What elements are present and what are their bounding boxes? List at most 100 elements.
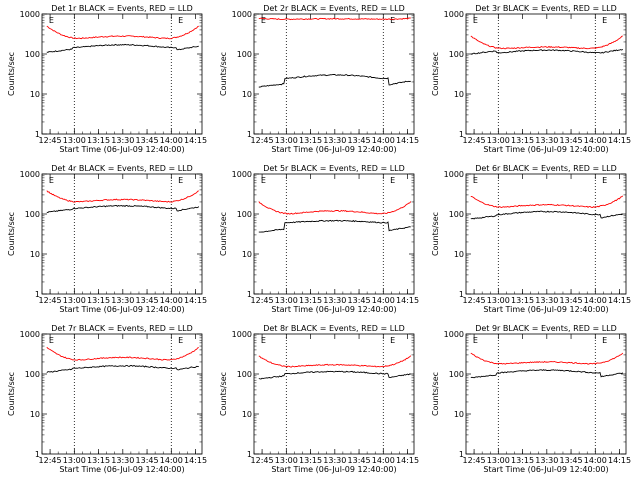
chart-panel-7: Det 7r BLACK = Events, RED = LLD 1 10 100 10… [7, 324, 207, 474]
x-tick-label: 14:15 [184, 296, 207, 305]
chart-panel-3: Det 3r BLACK = Events, RED = LLD 1 10 100 10… [431, 4, 631, 154]
x-tick-label: 13:00 [275, 296, 298, 305]
x-tick-label: 13:15 [299, 456, 322, 465]
y-tick-label: 1000 [232, 330, 252, 339]
y-tick-label: 10 [30, 90, 40, 99]
y-tick-label: 1000 [444, 10, 464, 19]
chart-panel-1: Det 1r BLACK = Events, RED = LLD 1 10 100 10… [7, 4, 207, 154]
x-tick-label: 13:00 [487, 136, 510, 145]
x-tick-label: 14:00 [160, 136, 183, 145]
x-tick-label: 13:30 [535, 456, 558, 465]
x-tick-label: 13:00 [63, 296, 86, 305]
x-tick-label: 13:00 [275, 456, 298, 465]
x-tick-label: 12:45 [251, 296, 274, 305]
x-axis-label: Start Time (06-Jul-09 12:40:00) [271, 465, 396, 474]
series-line-lld-red [470, 352, 624, 365]
event-marker-label: E [49, 16, 54, 25]
series-line-lld-red [470, 35, 623, 50]
chart-panel-9: Det 9r BLACK = Events, RED = LLD 1 10 100 10… [431, 324, 631, 474]
x-tick-label: 14:00 [584, 456, 607, 465]
y-axis-label: Counts/sec [219, 212, 228, 256]
event-marker-label: E [261, 336, 266, 345]
chart-title: Det 2r BLACK = Events, RED = LLD [263, 4, 405, 13]
y-tick-label: 100 [25, 370, 40, 379]
y-tick-label: 100 [449, 210, 464, 219]
x-tick-label: 12:45 [463, 296, 486, 305]
plot-frame [465, 333, 627, 455]
x-tick-label: 12:45 [251, 456, 274, 465]
plot-frame [253, 333, 415, 455]
event-marker-label: E [49, 336, 54, 345]
x-axis-label: Start Time (06-Jul-09 12:40:00) [483, 465, 608, 474]
x-tick-label: 14:00 [372, 456, 395, 465]
series-line-lld-red [258, 355, 412, 368]
y-tick-label: 1 [247, 450, 252, 459]
x-tick-label: 13:30 [323, 296, 346, 305]
y-tick-label: 1000 [444, 330, 464, 339]
y-tick-label: 100 [25, 210, 40, 219]
y-tick-label: 10 [454, 250, 464, 259]
chart-panel-8: Det 8r BLACK = Events, RED = LLD 1 10 100 10… [219, 324, 419, 474]
event-marker-label: E [390, 176, 395, 185]
chart-title: Det 6r BLACK = Events, RED = LLD [475, 164, 617, 173]
y-tick-label: 1000 [20, 10, 40, 19]
y-tick-label: 100 [237, 370, 252, 379]
series-line-events-black [46, 364, 199, 374]
y-tick-label: 1 [459, 130, 464, 139]
x-tick-label: 13:30 [323, 456, 346, 465]
x-tick-label: 14:00 [160, 296, 183, 305]
plot-frame [465, 173, 627, 295]
x-tick-label: 12:45 [39, 136, 62, 145]
y-axis-label: Counts/sec [431, 212, 440, 256]
x-tick-label: 13:30 [111, 456, 134, 465]
x-axis-label: Start Time (06-Jul-09 12:40:00) [483, 305, 608, 314]
series-line-events-black [470, 369, 624, 379]
series-line-lld-red [46, 25, 199, 40]
y-tick-label: 1000 [444, 170, 464, 179]
chart-panel-6: Det 6r BLACK = Events, RED = LLD 1 10 100 10… [431, 164, 631, 314]
y-tick-label: 10 [30, 250, 40, 259]
x-tick-label: 13:15 [87, 136, 110, 145]
plot-frame [41, 173, 203, 295]
x-tick-label: 13:00 [63, 136, 86, 145]
plot-frame [41, 333, 203, 455]
x-tick-label: 13:45 [136, 296, 159, 305]
series-line-events-black [470, 49, 624, 55]
y-tick-label: 100 [237, 50, 252, 59]
event-marker-label: E [178, 336, 183, 345]
x-tick-label: 14:15 [396, 136, 419, 145]
x-axis-label: Start Time (06-Jul-09 12:40:00) [59, 465, 184, 474]
chart-panel-2: Det 2r BLACK = Events, RED = LLD 1 10 100 10… [219, 4, 419, 154]
chart-title: Det 3r BLACK = Events, RED = LLD [475, 4, 617, 13]
x-axis-label: Start Time (06-Jul-09 12:40:00) [59, 305, 184, 314]
x-tick-label: 12:45 [251, 136, 274, 145]
x-tick-label: 13:15 [87, 296, 110, 305]
x-tick-label: 13:45 [560, 456, 583, 465]
y-tick-label: 10 [30, 410, 40, 419]
x-tick-label: 14:00 [160, 456, 183, 465]
y-tick-label: 1000 [20, 170, 40, 179]
y-tick-label: 10 [454, 410, 464, 419]
x-tick-label: 13:00 [487, 296, 510, 305]
chart-title: Det 1r BLACK = Events, RED = LLD [51, 4, 193, 13]
x-tick-label: 13:45 [348, 296, 371, 305]
x-tick-label: 13:30 [535, 136, 558, 145]
event-marker-label: E [261, 16, 266, 25]
series-line-events-black [258, 73, 411, 88]
y-axis-label: Counts/sec [431, 52, 440, 96]
series-line-lld-red [470, 195, 624, 208]
event-marker-label: E [390, 16, 395, 25]
series-line-events-black [46, 204, 200, 213]
chart-title: Det 7r BLACK = Events, RED = LLD [51, 324, 193, 333]
x-tick-label: 13:00 [487, 456, 510, 465]
y-tick-label: 100 [25, 50, 40, 59]
y-tick-label: 1000 [232, 10, 252, 19]
y-tick-label: 10 [242, 250, 252, 259]
x-axis-label: Start Time (06-Jul-09 12:40:00) [271, 145, 396, 154]
x-tick-label: 13:00 [63, 456, 86, 465]
y-tick-label: 1 [247, 130, 252, 139]
x-tick-label: 14:00 [584, 296, 607, 305]
x-tick-label: 14:00 [372, 296, 395, 305]
x-axis-label: Start Time (06-Jul-09 12:40:00) [271, 305, 396, 314]
event-marker-label: E [178, 176, 183, 185]
